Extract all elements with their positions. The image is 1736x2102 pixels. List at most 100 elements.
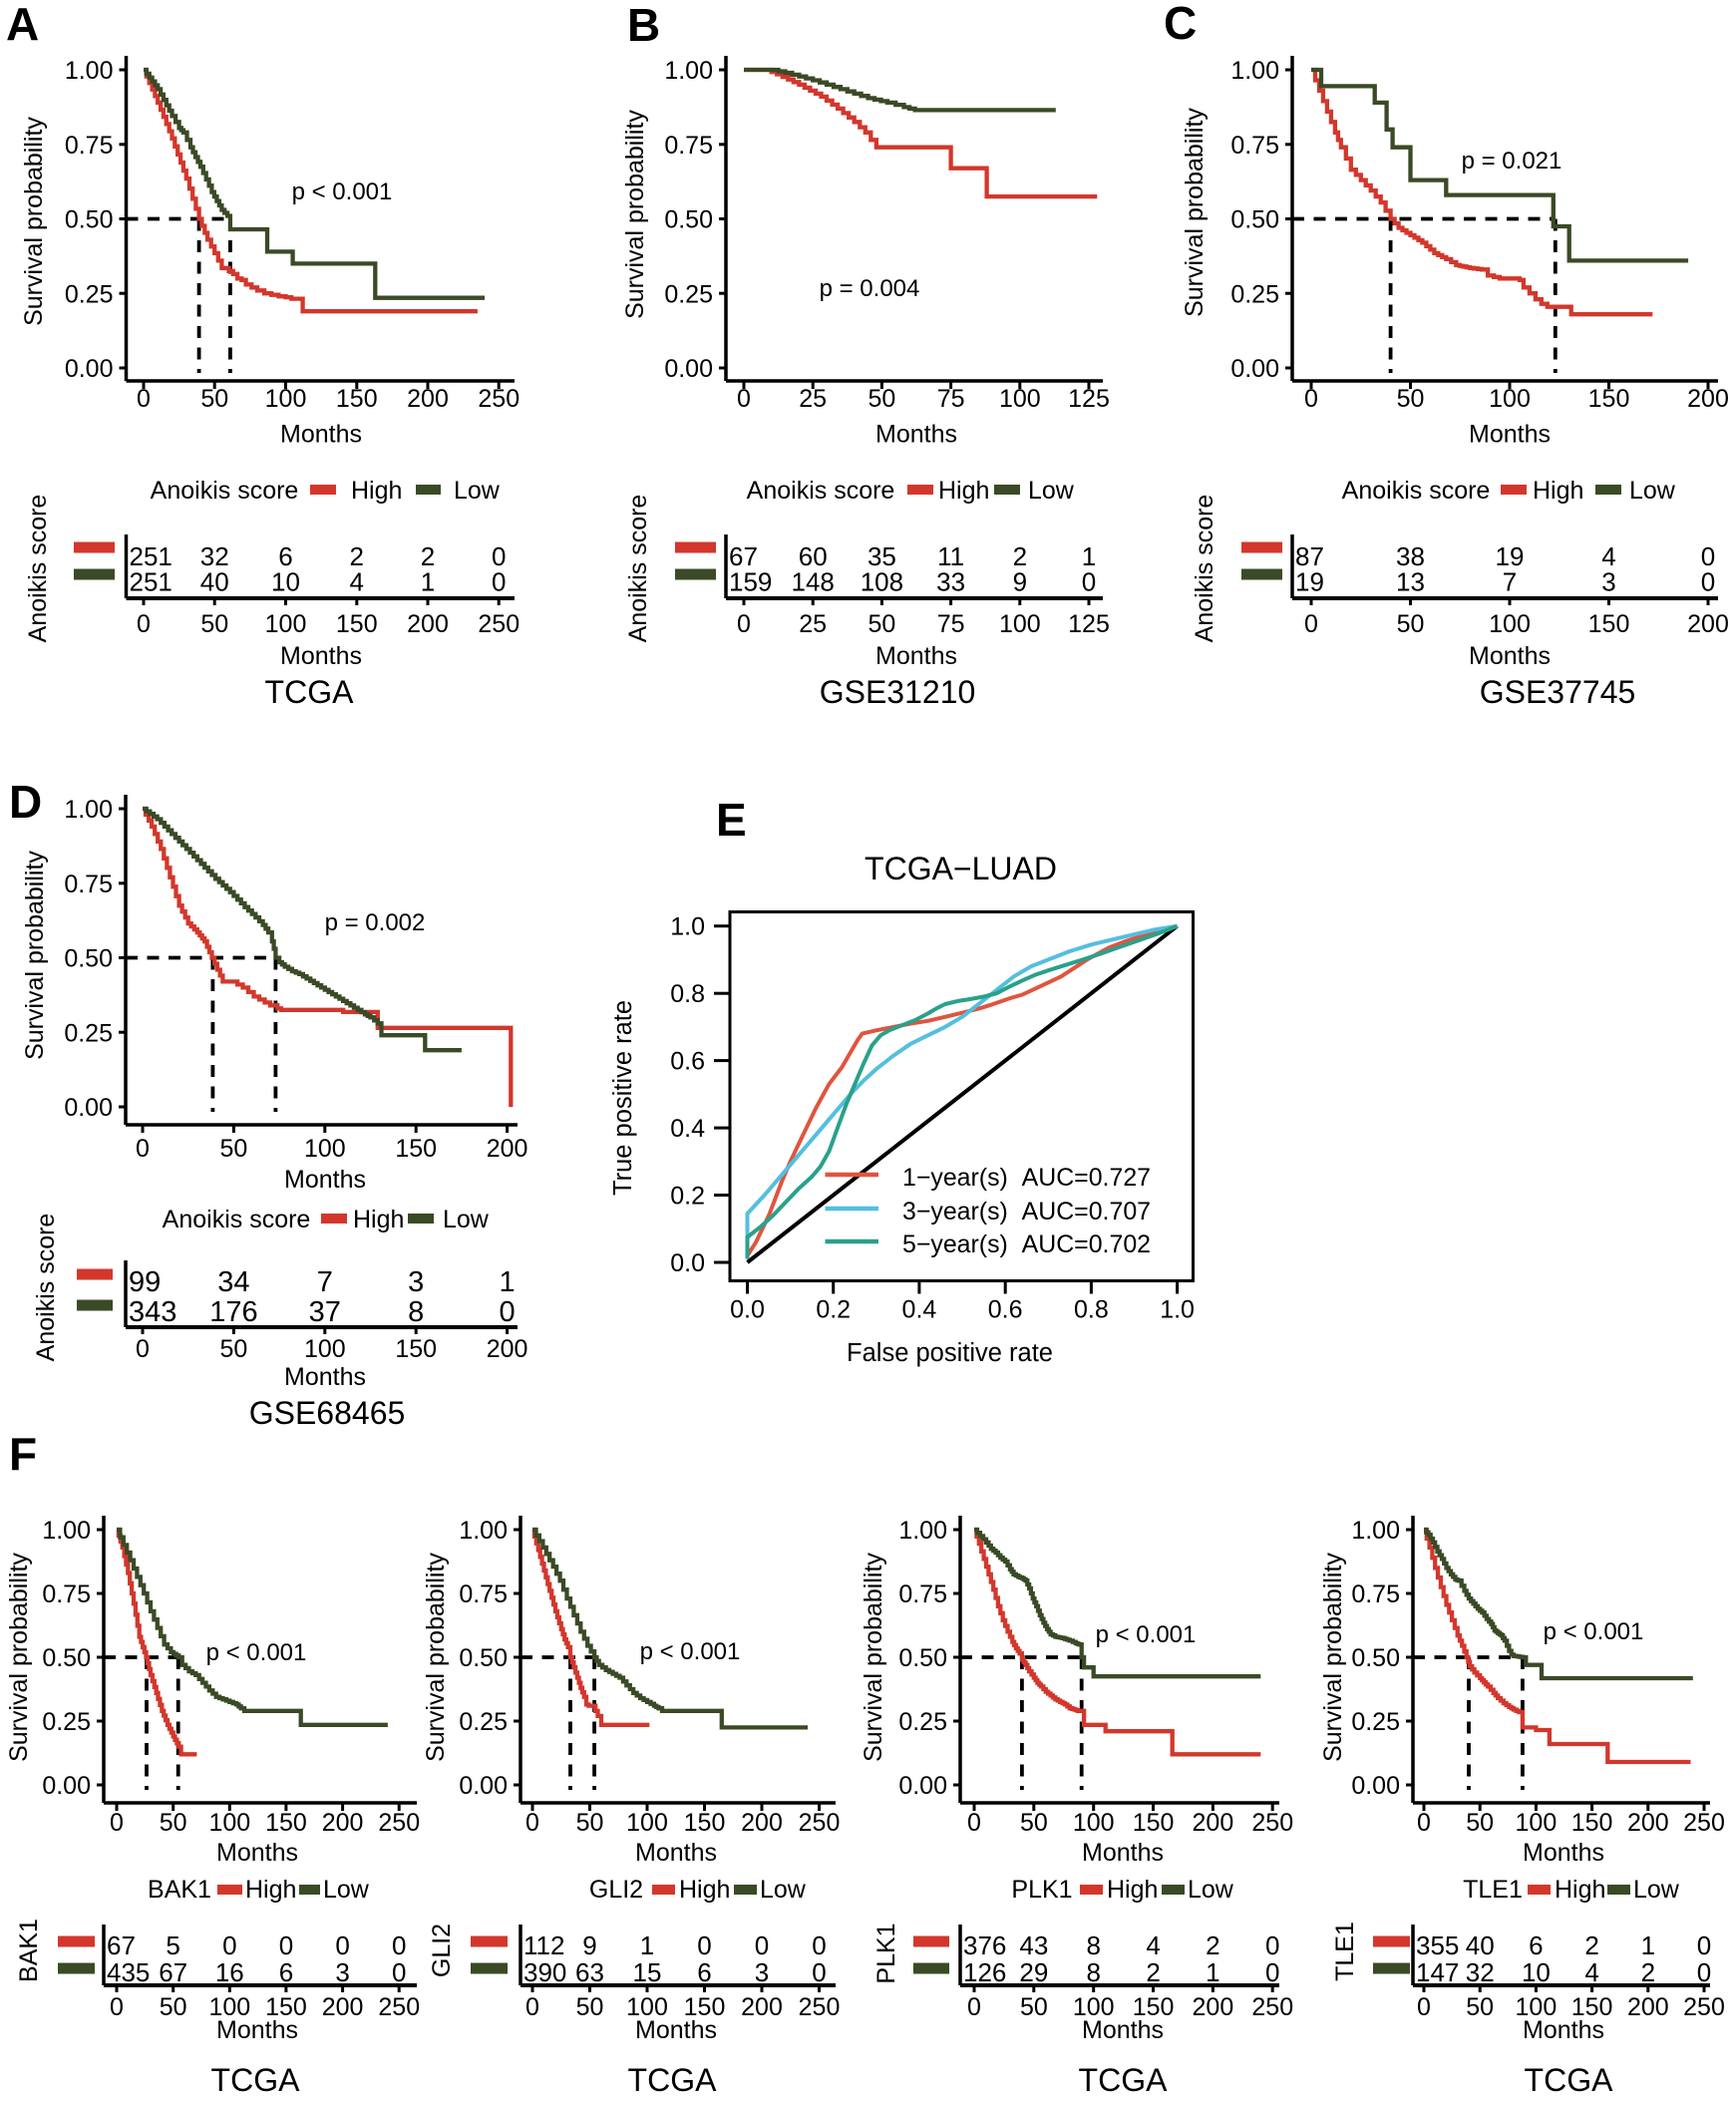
svg-text:p = 0.021: p = 0.021	[1462, 148, 1562, 175]
svg-text:200: 200	[322, 1809, 364, 1837]
svg-text:p = 0.002: p = 0.002	[325, 909, 426, 936]
svg-text:100: 100	[1073, 1809, 1115, 1837]
svg-text:8: 8	[408, 1296, 424, 1328]
svg-text:Low: Low	[760, 1876, 807, 1904]
svg-text:Months: Months	[1523, 2016, 1604, 2044]
svg-text:0.6: 0.6	[988, 1296, 1023, 1324]
svg-text:0.00: 0.00	[664, 355, 713, 383]
svg-text:0: 0	[967, 1993, 981, 2021]
svg-text:126: 126	[963, 1957, 1006, 1987]
svg-text:False positive rate: False positive rate	[847, 1339, 1053, 1367]
svg-text:True positive rate: True positive rate	[609, 1000, 637, 1196]
svg-text:0.75: 0.75	[898, 1580, 947, 1608]
svg-text:1: 1	[1206, 1957, 1219, 1987]
svg-text:1.00: 1.00	[64, 796, 113, 824]
svg-text:0.00: 0.00	[64, 1094, 113, 1122]
svg-text:0: 0	[279, 1930, 293, 1960]
svg-text:p = 0.004: p = 0.004	[820, 275, 920, 302]
svg-text:Low: Low	[1188, 1876, 1234, 1904]
svg-text:Survival probability: Survival probability	[1181, 108, 1209, 317]
svg-text:0: 0	[737, 610, 751, 638]
svg-text:0: 0	[137, 610, 151, 638]
svg-text:9: 9	[1013, 567, 1027, 597]
svg-text:High: High	[1533, 477, 1583, 505]
svg-text:Months: Months	[280, 421, 362, 449]
svg-text:0: 0	[136, 1135, 150, 1163]
svg-text:200: 200	[1687, 610, 1729, 638]
svg-text:0.50: 0.50	[1230, 206, 1279, 234]
svg-text:Low: Low	[1028, 477, 1075, 505]
svg-text:100: 100	[1516, 1993, 1558, 2021]
svg-text:125: 125	[1068, 385, 1110, 413]
svg-text:390: 390	[523, 1957, 566, 1987]
svg-text:Anoikis score: Anoikis score	[1191, 495, 1218, 643]
svg-text:251: 251	[130, 541, 173, 571]
svg-text:50: 50	[200, 385, 228, 413]
svg-text:7: 7	[317, 1266, 333, 1298]
svg-text:250: 250	[799, 1993, 841, 2021]
svg-text:125: 125	[1068, 610, 1110, 638]
svg-text:100: 100	[1489, 385, 1531, 413]
svg-text:108: 108	[861, 567, 903, 597]
svg-text:0: 0	[1701, 567, 1715, 597]
svg-text:High: High	[351, 477, 402, 505]
svg-text:0.50: 0.50	[664, 206, 713, 234]
svg-text:150: 150	[395, 1335, 437, 1363]
svg-text:Anoikis score: Anoikis score	[151, 477, 299, 505]
svg-text:0.75: 0.75	[664, 132, 713, 160]
svg-text:50: 50	[160, 1809, 187, 1837]
svg-text:19: 19	[1295, 567, 1324, 597]
svg-text:0: 0	[1082, 567, 1096, 597]
svg-text:0.50: 0.50	[1351, 1644, 1400, 1672]
svg-text:147: 147	[1416, 1957, 1459, 1987]
svg-text:1−year(s) AUC=0.727: 1−year(s) AUC=0.727	[902, 1164, 1151, 1192]
svg-text:0: 0	[392, 1957, 406, 1987]
svg-text:0: 0	[525, 1809, 539, 1837]
svg-text:6: 6	[697, 1957, 711, 1987]
svg-text:34: 34	[217, 1266, 249, 1298]
svg-text:Months: Months	[216, 1839, 298, 1867]
svg-text:1.0: 1.0	[1160, 1296, 1195, 1324]
svg-text:250: 250	[478, 610, 520, 638]
svg-text:Low: Low	[1633, 1876, 1680, 1904]
svg-text:0: 0	[492, 541, 506, 571]
svg-text:TLE1: TLE1	[1331, 1922, 1359, 1981]
svg-text:0.25: 0.25	[42, 1708, 91, 1736]
svg-text:1: 1	[1082, 541, 1096, 571]
svg-text:1.00: 1.00	[664, 57, 713, 85]
svg-text:E: E	[716, 794, 747, 846]
svg-text:3: 3	[1601, 567, 1615, 597]
svg-text:40: 40	[1466, 1930, 1495, 1960]
svg-text:GSE68465: GSE68465	[249, 1395, 406, 1431]
svg-text:Survival probability: Survival probability	[1319, 1553, 1347, 1762]
svg-text:0: 0	[137, 385, 151, 413]
svg-text:6: 6	[278, 541, 292, 571]
svg-text:200: 200	[407, 610, 449, 638]
svg-text:0: 0	[812, 1957, 826, 1987]
svg-text:43: 43	[1019, 1930, 1048, 1960]
svg-text:p < 0.001: p < 0.001	[292, 178, 393, 205]
svg-text:1: 1	[1641, 1930, 1655, 1960]
svg-text:100: 100	[1073, 1993, 1115, 2021]
svg-text:29: 29	[1019, 1957, 1048, 1987]
svg-text:Months: Months	[635, 2016, 717, 2044]
svg-text:TCGA−LUAD: TCGA−LUAD	[865, 851, 1057, 886]
svg-text:0: 0	[110, 1809, 124, 1837]
svg-text:Survival probability: Survival probability	[20, 117, 48, 326]
svg-text:TCGA: TCGA	[628, 2062, 718, 2098]
svg-text:Months: Months	[284, 1166, 366, 1194]
svg-text:250: 250	[378, 1993, 420, 2021]
svg-text:150: 150	[336, 385, 378, 413]
svg-text:High: High	[1555, 1876, 1605, 1904]
svg-text:GSE31210: GSE31210	[820, 674, 976, 710]
svg-text:2: 2	[1206, 1930, 1219, 1960]
svg-text:100: 100	[265, 610, 307, 638]
svg-text:D: D	[9, 776, 42, 828]
svg-text:376: 376	[963, 1930, 1006, 1960]
svg-text:GLI2: GLI2	[428, 1924, 456, 1977]
svg-text:11: 11	[937, 541, 964, 571]
svg-text:PLK1: PLK1	[872, 1923, 900, 1983]
svg-text:4: 4	[1584, 1957, 1598, 1987]
svg-text:32: 32	[200, 541, 229, 571]
svg-text:435: 435	[107, 1957, 150, 1987]
